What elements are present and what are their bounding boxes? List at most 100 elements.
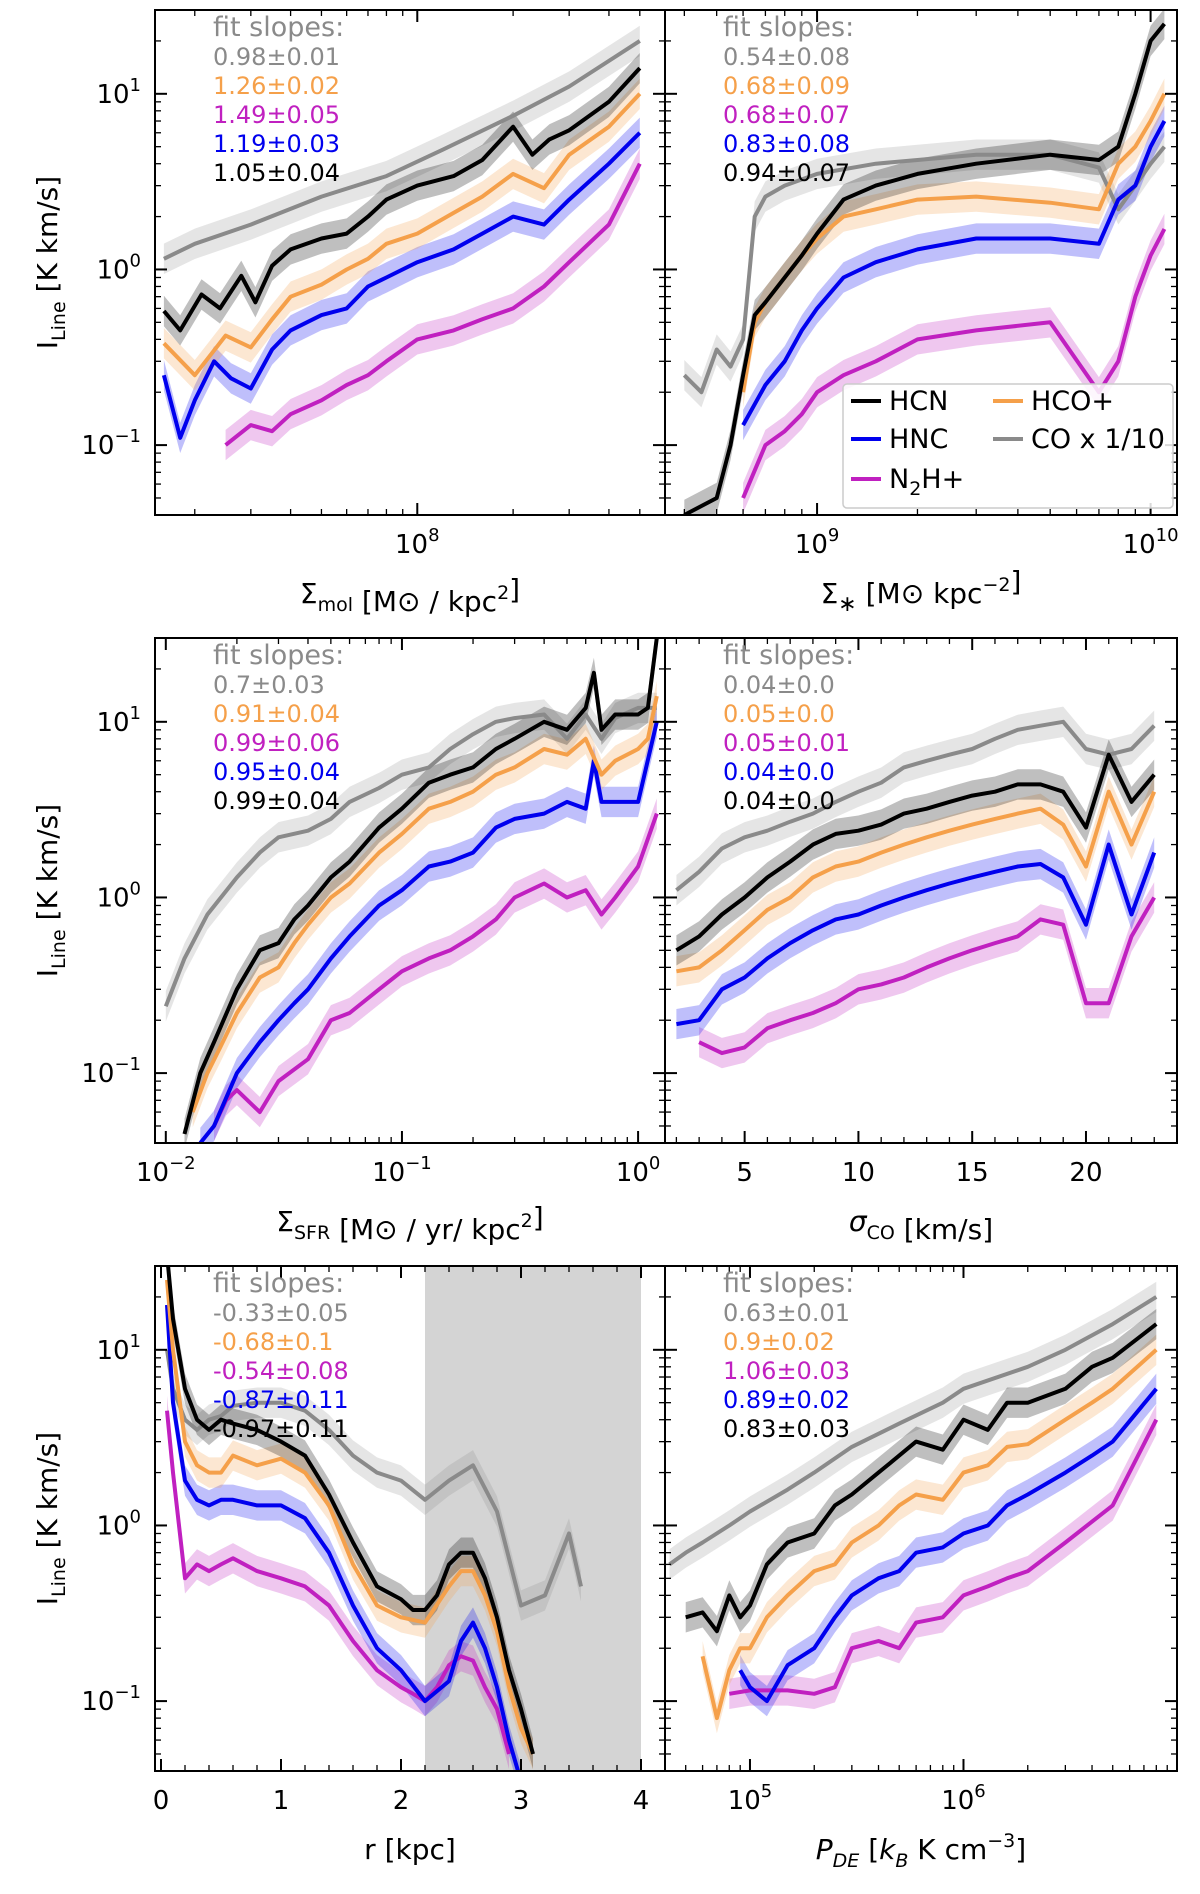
fit-slope-n2hp: 0.05±0.01 xyxy=(723,729,850,757)
series-line-co xyxy=(682,145,1166,395)
series-line-co xyxy=(163,39,641,261)
series-line-hcop xyxy=(162,92,642,378)
series-line-n2hp xyxy=(212,812,659,1127)
y-tick-label: 100 xyxy=(96,1506,141,1541)
x-tick-label: 1 xyxy=(273,1786,290,1816)
y-axis-label: ILine [K km/s] xyxy=(31,804,70,977)
plot-area xyxy=(163,638,659,1143)
x-tick-label: 108 xyxy=(395,525,440,560)
plot-area xyxy=(161,25,642,461)
y-axis-label: ILine [K km/s] xyxy=(31,176,70,349)
fit-slope-hnc: 0.89±0.02 xyxy=(723,1386,850,1414)
x-axis-label: PDE [kB K cm−3] xyxy=(816,1830,1026,1872)
axes-frame xyxy=(664,637,1178,1144)
series-line-hnc xyxy=(676,842,1157,1027)
x-tick-label: 100 xyxy=(616,1153,661,1188)
fit-slope-hnc: 0.83±0.08 xyxy=(723,130,850,158)
panel-sigma-sfr: 10−2 10−1 100 101 100 10−1 ΣSFR [M⊙ / yr/ kpc2… xyxy=(31,637,666,1246)
series-line-hcop xyxy=(676,789,1157,974)
band-n2hp xyxy=(699,882,1155,1069)
fit-slope-co: 0.63±0.01 xyxy=(723,1299,850,1327)
panel-sigma-star: 109 1010 Σ∗ [M⊙ kpc−2] fit slopes:0.54±0.08… xyxy=(664,9,1179,617)
fit-slope-co: -0.33±0.05 xyxy=(213,1299,349,1327)
x-axis-label: r [kpc] xyxy=(364,1833,456,1866)
band-hcn xyxy=(163,53,640,346)
fit-slope-n2hp: 1.06±0.03 xyxy=(723,1357,850,1385)
series-line-n2hp xyxy=(698,896,1156,1056)
y-tick-label: 100 xyxy=(96,878,141,913)
fit-slope-hcop: 0.68±0.09 xyxy=(723,72,850,100)
legend-label-hcn: HCN xyxy=(889,386,948,417)
x-axis-label: ΣSFR [M⊙ / yr/ kpc2] xyxy=(276,1201,543,1246)
legend-label-co: CO x 1/10 xyxy=(1031,424,1165,455)
x-tick-label: 2 xyxy=(393,1786,410,1816)
fit-slope-hnc: 1.19±0.03 xyxy=(213,130,340,158)
band-co xyxy=(669,1281,1157,1580)
fit-slope-co: 0.7±0.03 xyxy=(213,671,325,699)
fit-slopes-title: fit slopes: xyxy=(723,640,854,671)
panel-sigma-mol: 108 101 100 10−1 Σmol [M⊙ / kpc2] ILine [K km… xyxy=(31,9,666,618)
fit-slope-hcop: 0.9±0.02 xyxy=(723,1328,835,1356)
series-line-hcn xyxy=(685,1322,1158,1634)
series-line-n2hp xyxy=(165,1410,511,1755)
fit-slope-n2hp: 0.99±0.06 xyxy=(213,729,340,757)
shaded-region xyxy=(425,1266,641,1771)
fit-slope-hcop: 0.05±0.0 xyxy=(723,700,835,728)
y-tick-label: 101 xyxy=(96,1331,141,1366)
axes-frame xyxy=(664,1265,1178,1772)
plot-area xyxy=(682,10,1167,515)
legend-label-hcop: HCO+ xyxy=(1031,386,1114,417)
x-tick-label: 106 xyxy=(941,1781,986,1816)
x-tick-label: 5 xyxy=(736,1158,753,1188)
fit-slopes-title: fit slopes: xyxy=(213,1268,344,1299)
band-hcn xyxy=(676,739,1155,966)
x-tick-label: 109 xyxy=(795,525,840,560)
y-tick-label: 101 xyxy=(96,703,141,738)
fit-slope-n2hp: 0.68±0.07 xyxy=(723,101,850,129)
fit-slope-co: 0.04±0.0 xyxy=(723,671,835,699)
series-line-co xyxy=(668,1295,1158,1567)
series-line-hcn xyxy=(166,1266,535,1755)
x-tick-label: 3 xyxy=(513,1786,530,1816)
fit-slope-hcn: 0.83±0.03 xyxy=(723,1415,850,1443)
fit-slope-hcn: 0.94±0.07 xyxy=(723,159,850,187)
series-line-hnc xyxy=(161,131,642,440)
series-line-n2hp xyxy=(224,162,642,447)
legend-label-n2hp: N2H+ xyxy=(889,464,964,500)
fit-slope-hcop: 0.91±0.04 xyxy=(213,700,340,728)
y-tick-label: 10−1 xyxy=(81,1054,141,1089)
fit-slope-hnc: -0.87±0.11 xyxy=(213,1386,349,1414)
series-line-hcn xyxy=(182,638,659,1135)
x-tick-label: 15 xyxy=(956,1158,989,1188)
fit-slope-hcn: -0.97±0.11 xyxy=(213,1415,349,1443)
fit-slopes-title: fit slopes: xyxy=(723,1268,854,1299)
band-hcop xyxy=(743,78,1165,408)
series-line-hnc xyxy=(741,120,1167,427)
band-co xyxy=(167,1334,581,1621)
fit-slope-hcop: 1.26±0.02 xyxy=(213,72,340,100)
band-n2hp xyxy=(225,148,640,461)
fit-slopes-title: fit slopes: xyxy=(213,12,344,43)
x-tick-label: 4 xyxy=(633,1786,650,1816)
panel-pde: 105 106 PDE [kB K cm−3] fit slopes:0.63±0.0… xyxy=(664,1265,1178,1872)
fit-slope-hcn: 0.04±0.0 xyxy=(723,787,835,815)
fit-slopes-title: fit slopes: xyxy=(213,640,344,671)
band-hcop xyxy=(163,78,640,391)
band-n2hp xyxy=(729,1404,1157,1709)
x-tick-label: 10−2 xyxy=(136,1153,196,1188)
y-tick-label: 101 xyxy=(96,75,141,110)
series-line-hnc xyxy=(165,1304,521,1771)
y-tick-label: 10−1 xyxy=(81,1682,141,1717)
series-line-hcop xyxy=(165,1279,535,1755)
series-line-hcop xyxy=(700,1348,1158,1721)
fit-slope-co: 0.54±0.08 xyxy=(723,43,850,71)
series-line-co xyxy=(675,719,1156,892)
fit-slope-hnc: 0.95±0.04 xyxy=(213,758,340,786)
series-line-hcn xyxy=(675,752,1156,953)
legend-label-hnc: HNC xyxy=(889,424,948,455)
plot-area xyxy=(675,706,1157,1069)
x-axis-label: Σmol [M⊙ / kpc2] xyxy=(300,573,520,618)
x-tick-label: 0 xyxy=(153,1786,170,1816)
